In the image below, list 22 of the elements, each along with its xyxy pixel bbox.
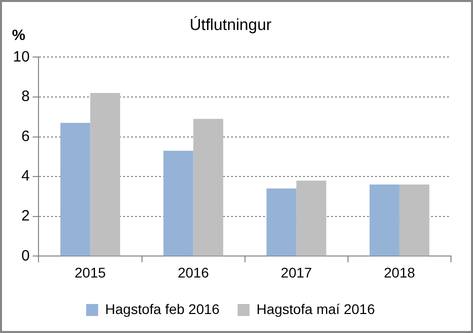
legend-label: Hagstofa feb 2016 xyxy=(105,300,220,317)
y-tick-label: 2 xyxy=(21,208,30,225)
bar xyxy=(163,150,194,256)
bar xyxy=(399,184,430,256)
x-tick-label: 2018 xyxy=(384,264,416,280)
y-tick-label: 6 xyxy=(21,128,30,145)
bar xyxy=(90,93,120,256)
y-tick-label: 0 xyxy=(21,247,30,264)
bar xyxy=(296,180,326,256)
y-axis-title: % xyxy=(12,26,26,44)
y-tick-label: 4 xyxy=(21,168,30,185)
y-tick-label: 8 xyxy=(21,88,30,106)
bar xyxy=(193,118,224,256)
bar xyxy=(370,184,400,256)
chart-title: Útflutningur xyxy=(190,16,272,34)
bar xyxy=(60,122,90,256)
y-tick-label: 10 xyxy=(12,48,30,66)
x-tick-label: 2015 xyxy=(74,264,106,280)
x-tick-label: 2017 xyxy=(280,264,312,280)
bar xyxy=(266,188,296,256)
x-tick-label: 2016 xyxy=(178,264,210,280)
legend-label: Hagstofa maí 2016 xyxy=(256,300,376,317)
